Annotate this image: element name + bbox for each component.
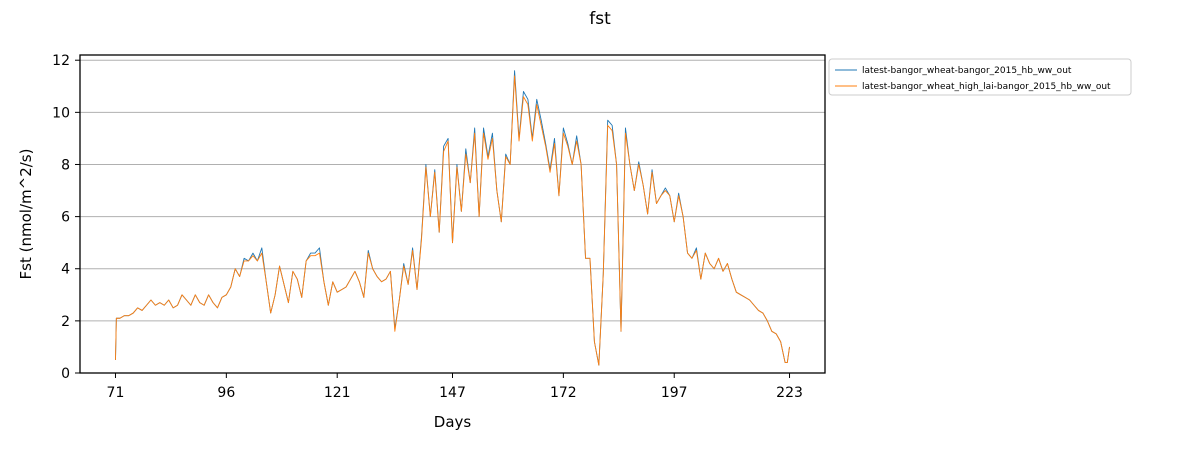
legend-label-series-2: latest-bangor_wheat_high_lai-bangor_2015… xyxy=(862,82,1111,92)
series-line-2 xyxy=(115,75,790,366)
plot-frame xyxy=(79,54,826,374)
x-axis: 71 96 121 147 172 197 223 xyxy=(107,373,803,401)
y-tick-label: 8 xyxy=(61,157,70,173)
y-tick-label: 12 xyxy=(52,53,70,69)
x-tick-label: 223 xyxy=(776,385,803,401)
x-tick-label: 197 xyxy=(661,385,688,401)
legend-box xyxy=(828,58,1132,96)
y-gridlines xyxy=(80,59,825,374)
y-axis: 0 2 4 6 8 10 12 xyxy=(52,53,80,382)
legend: latest-bangor_wheat-bangor_2015_hb_ww_ou… xyxy=(828,58,1132,96)
x-tick-label: 147 xyxy=(439,385,466,401)
x-tick-label: 121 xyxy=(324,385,351,401)
x-tick-label: 96 xyxy=(217,385,235,401)
legend-label-series-1: latest-bangor_wheat-bangor_2015_hb_ww_ou… xyxy=(862,66,1072,76)
x-axis-label: Days xyxy=(434,413,472,431)
y-tick-label: 0 xyxy=(61,366,70,382)
y-tick-label: 10 xyxy=(52,105,70,121)
y-tick-label: 2 xyxy=(61,314,70,330)
y-axis-label: Fst (nmol/m^2/s) xyxy=(17,149,35,280)
x-tick-label: 172 xyxy=(550,385,577,401)
chart-title: fst xyxy=(589,9,611,29)
x-tick-label: 71 xyxy=(107,385,125,401)
series-layer xyxy=(115,70,790,366)
y-tick-label: 4 xyxy=(61,262,70,278)
y-tick-label: 6 xyxy=(61,210,70,226)
